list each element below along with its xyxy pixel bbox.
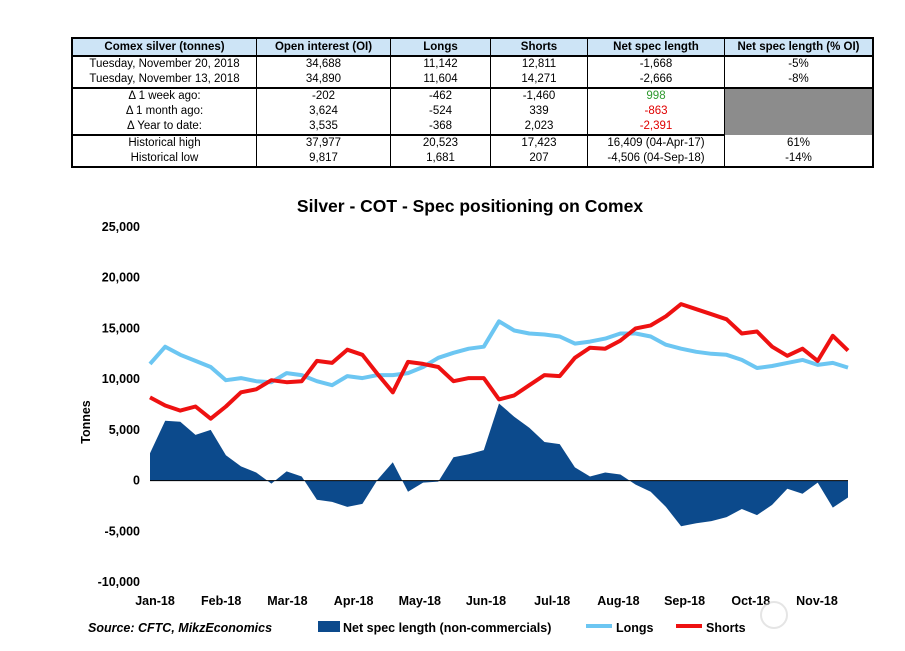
cell-shorts: 14,271: [490, 72, 588, 89]
cell-open-interest: 37,977: [256, 135, 391, 151]
cell-longs: 20,523: [390, 135, 491, 151]
cell-label: Tuesday, November 13, 2018: [71, 72, 257, 89]
cell-label: Historical low: [71, 151, 257, 168]
cell-net-spec: -1,668: [587, 56, 725, 72]
cell-net-spec-pct: -5%: [724, 56, 874, 72]
series-longs-line: [148, 319, 849, 388]
series-shorts-line: [149, 302, 850, 421]
cell-longs: -368: [390, 119, 491, 136]
cell-blank-shaded: [724, 88, 874, 135]
cell-label: Tuesday, November 20, 2018: [71, 56, 257, 72]
legend-label-shorts: Shorts: [706, 621, 746, 635]
cell-label: Δ 1 month ago:: [71, 104, 257, 119]
y-tick-label: 5,000: [109, 423, 140, 437]
y-tick-label: -5,000: [105, 524, 140, 538]
source-note: Source: CFTC, MikzEconomics: [88, 621, 272, 635]
cell-shorts: 207: [490, 151, 588, 168]
cell-open-interest: 3,624: [256, 104, 391, 119]
cell-open-interest: 34,890: [256, 72, 391, 89]
chart-title: Silver - COT - Spec positioning on Comex: [297, 196, 643, 216]
cell-net-spec: -4,506 (04-Sep-18): [587, 151, 725, 168]
x-tick-label: Aug-18: [597, 594, 639, 608]
legend-swatch-net-spec: [318, 621, 340, 632]
table-row: Tuesday, November 20, 2018 34,688 11,142…: [71, 56, 874, 72]
table-header-row: Comex silver (tonnes) Open interest (OI)…: [71, 37, 874, 57]
col-header-longs: Longs: [390, 37, 491, 57]
table-row: Δ Year to date: 3,535 -368 2,023 -2,391: [71, 119, 873, 136]
x-tick-label: Feb-18: [201, 594, 241, 608]
cell-longs: 1,681: [390, 151, 491, 168]
y-tick-label: 10,000: [102, 372, 140, 386]
x-tick-label: Jul-18: [534, 594, 570, 608]
cell-shorts: 2,023: [490, 119, 588, 136]
cell-open-interest: 9,817: [256, 151, 391, 168]
cell-longs: 11,604: [390, 72, 491, 89]
col-header-net-spec-pct: Net spec length (% OI): [724, 37, 874, 57]
cell-net-spec: -863: [587, 104, 725, 119]
cell-longs: -524: [390, 104, 491, 119]
cell-shorts: 17,423: [490, 135, 588, 151]
cell-label: Historical high: [71, 135, 257, 151]
cell-open-interest: 3,535: [256, 119, 391, 136]
x-axis: Jan-18 Feb-18 Mar-18 Apr-18 May-18 Jun-18 Jul-…: [135, 594, 838, 608]
col-header-open-interest: Open interest (OI): [256, 37, 391, 57]
cell-longs: -462: [390, 88, 491, 104]
cell-net-spec-pct: -8%: [724, 72, 874, 89]
cell-shorts: 339: [490, 104, 588, 119]
y-axis: 25,000 20,000 15,000 10,000 5,000 0 -5,000 -10,…: [98, 220, 140, 589]
col-header-label: Comex silver (tonnes): [71, 37, 257, 57]
cell-net-spec: 998: [587, 88, 725, 104]
table-row: Historical high 37,977 20,523 17,423 16,…: [71, 135, 874, 151]
cell-shorts: 12,811: [490, 56, 588, 72]
legend: Source: CFTC, MikzEconomics Net spec len…: [88, 621, 746, 635]
col-header-net-spec: Net spec length: [587, 37, 725, 57]
table-row: Δ 1 week ago: -202 -462 -1,460 998: [71, 88, 874, 135]
cell-net-spec: -2,391: [587, 119, 725, 136]
y-tick-label: 15,000: [102, 321, 140, 335]
x-tick-label: Nov-18: [796, 594, 838, 608]
cell-longs: 11,142: [390, 56, 491, 72]
x-tick-label: May-18: [399, 594, 441, 608]
y-tick-label: 0: [133, 474, 140, 488]
cell-shorts: -1,460: [490, 88, 588, 104]
y-tick-label: 25,000: [102, 220, 140, 234]
x-tick-label: Jun-18: [466, 594, 506, 608]
y-axis-label: Tonnes: [79, 400, 93, 444]
cot-chart: Silver - COT - Spec positioning on Comex…: [79, 196, 850, 635]
table-row: Tuesday, November 13, 2018 34,890 11,604…: [71, 72, 874, 89]
x-tick-label: Jan-18: [135, 594, 175, 608]
cell-net-spec-pct: -14%: [724, 151, 874, 168]
series-net-spec-area: [150, 403, 848, 527]
legend-label-longs: Longs: [616, 621, 654, 635]
x-tick-label: Apr-18: [334, 594, 374, 608]
x-tick-label: Oct-18: [731, 594, 770, 608]
table-row: Historical low 9,817 1,681 207 -4,506 (0…: [71, 151, 874, 168]
legend-label-net-spec: Net spec length (non-commercials): [343, 621, 551, 635]
watermark-circle-icon: [760, 601, 788, 629]
x-tick-label: Mar-18: [267, 594, 307, 608]
y-tick-label: -10,000: [98, 575, 140, 589]
cell-open-interest: 34,688: [256, 56, 391, 72]
table-row: Δ 1 month ago: 3,624 -524 339 -863: [71, 104, 873, 119]
cell-label: Δ 1 week ago:: [71, 88, 257, 104]
cot-summary-table: Comex silver (tonnes) Open interest (OI)…: [71, 37, 874, 168]
y-tick-label: 20,000: [102, 271, 140, 285]
x-tick-label: Sep-18: [664, 594, 705, 608]
col-header-shorts: Shorts: [490, 37, 588, 57]
cell-open-interest: -202: [256, 88, 391, 104]
plot-area: [148, 302, 850, 527]
cell-net-spec: 16,409 (04-Apr-17): [587, 135, 725, 151]
cell-net-spec: -2,666: [587, 72, 725, 89]
cell-net-spec-pct: 61%: [724, 135, 874, 151]
cell-label: Δ Year to date:: [71, 119, 257, 136]
watermark-logo: [760, 601, 788, 629]
